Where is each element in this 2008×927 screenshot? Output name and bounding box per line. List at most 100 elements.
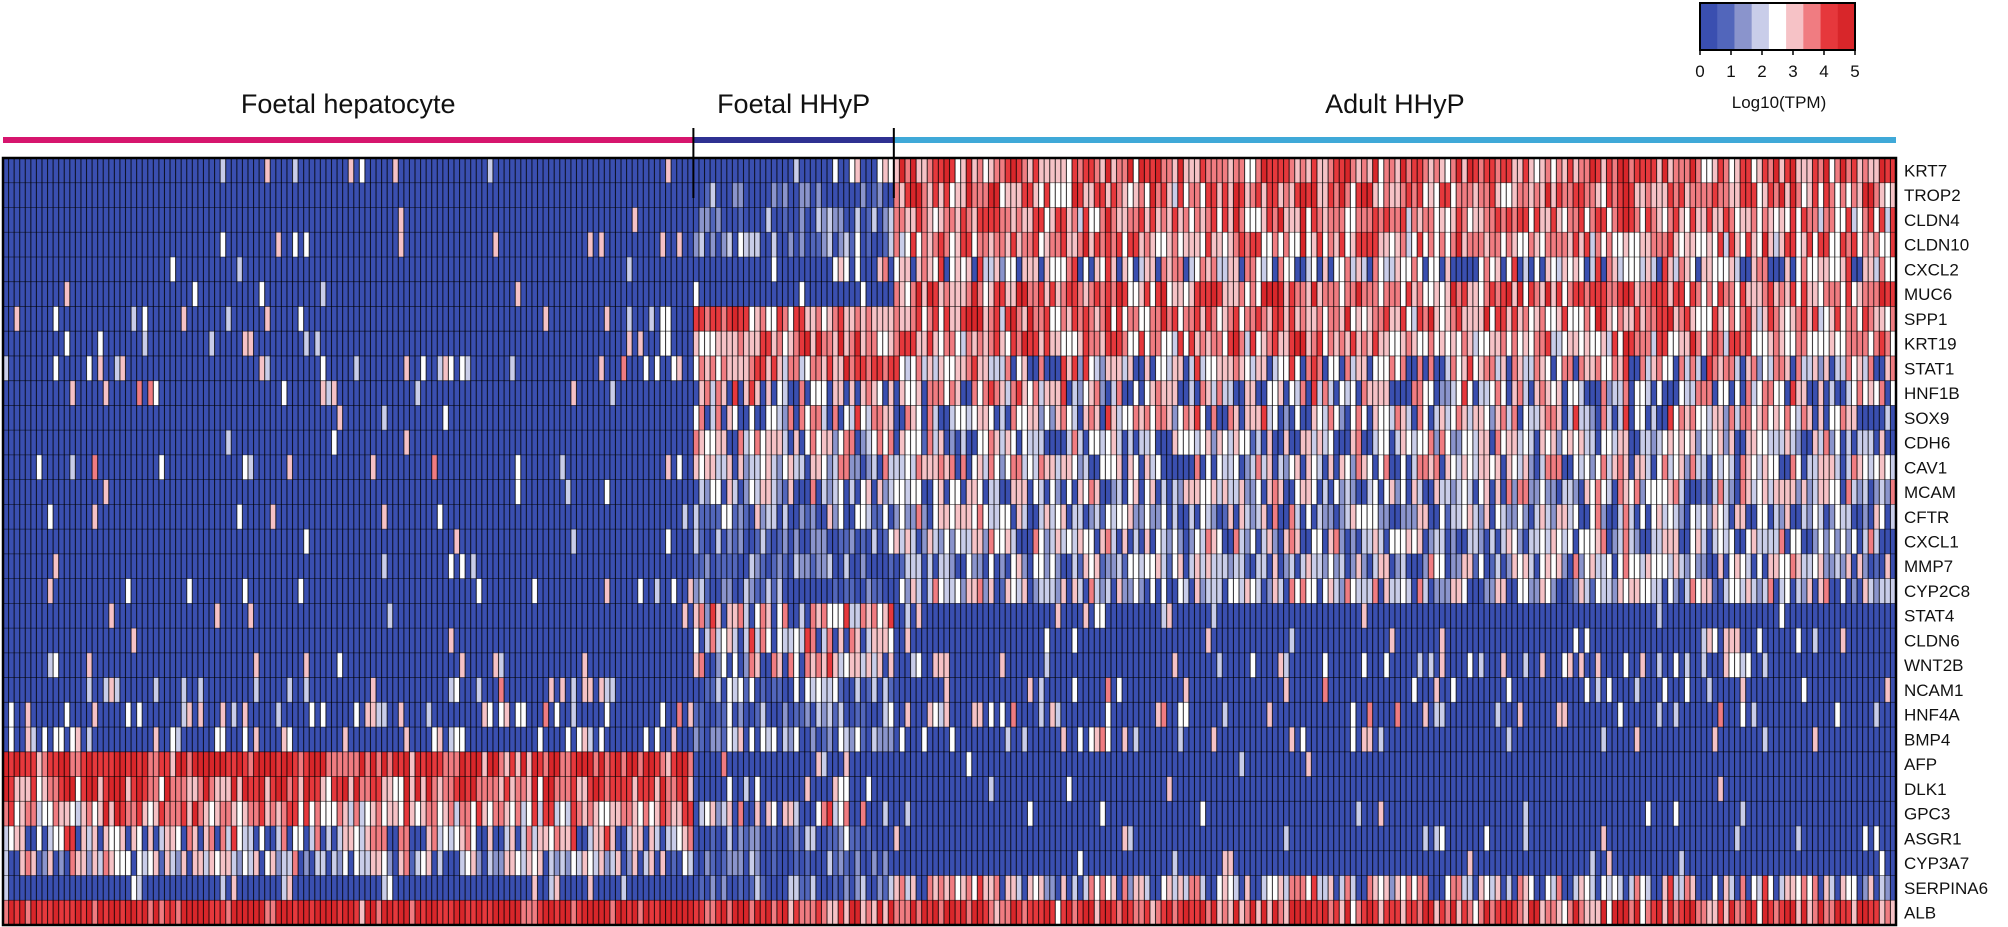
heatmap-cell xyxy=(721,232,728,258)
heatmap-cell xyxy=(348,380,355,406)
heatmap-cell xyxy=(131,727,138,753)
heatmap-cell xyxy=(197,405,204,431)
heatmap-cell xyxy=(403,207,410,233)
heatmap-cell xyxy=(749,900,756,926)
heatmap-cell xyxy=(632,578,639,604)
heatmap-cell xyxy=(776,826,783,852)
heatmap-cell xyxy=(554,801,561,827)
heatmap-cell xyxy=(854,405,861,431)
heatmap-cell xyxy=(865,454,872,481)
heatmap-cell xyxy=(687,529,694,555)
heatmap-cell xyxy=(19,306,26,332)
heatmap-cell xyxy=(860,677,867,703)
heatmap-cell xyxy=(420,875,427,901)
heatmap-cell xyxy=(281,677,288,703)
heatmap-cell xyxy=(53,430,60,456)
heatmap-cell xyxy=(721,430,728,456)
heatmap-cell xyxy=(665,504,672,530)
heatmap-cell xyxy=(765,207,772,233)
heatmap-cell xyxy=(131,182,138,208)
heatmap-cell xyxy=(292,702,299,728)
heatmap-cell xyxy=(36,529,43,555)
heatmap-cell xyxy=(710,727,717,753)
heatmap-cell xyxy=(331,751,338,777)
heatmap-cell xyxy=(420,801,427,827)
heatmap-cell xyxy=(259,652,266,678)
heatmap-cell xyxy=(810,158,817,184)
heatmap-cell xyxy=(331,702,338,728)
heatmap-cell xyxy=(487,479,494,505)
heatmap-cell xyxy=(119,628,126,654)
heatmap-cell xyxy=(403,158,410,184)
heatmap-cell xyxy=(659,702,666,728)
heatmap-cell xyxy=(231,801,238,827)
heatmap-cell xyxy=(671,529,678,555)
heatmap-cell xyxy=(398,578,405,604)
heatmap-cell xyxy=(621,207,627,233)
heatmap-cell xyxy=(426,875,433,901)
heatmap-cell xyxy=(865,727,872,753)
heatmap-cell xyxy=(69,826,76,852)
heatmap-cell xyxy=(325,628,332,654)
heatmap-cell xyxy=(220,727,227,753)
heatmap-cell xyxy=(582,553,589,580)
heatmap-cell xyxy=(331,603,338,629)
heatmap-cell xyxy=(175,776,182,802)
heatmap-cell xyxy=(487,380,494,406)
heatmap-cell xyxy=(888,504,895,530)
heatmap-cell xyxy=(364,529,371,555)
heatmap-cell xyxy=(192,182,199,208)
heatmap-cell xyxy=(403,652,410,678)
heatmap-cell xyxy=(353,207,360,233)
heatmap-cell xyxy=(498,628,505,654)
heatmap-cell xyxy=(470,529,477,555)
heatmap-cell xyxy=(170,405,176,431)
heatmap-cell xyxy=(520,628,527,654)
heatmap-cell xyxy=(615,850,622,876)
heatmap-cell xyxy=(771,355,778,382)
heatmap-cell xyxy=(459,850,466,876)
heatmap-cell xyxy=(693,256,700,283)
heatmap-cell xyxy=(420,182,427,208)
heatmap-cell xyxy=(531,578,538,604)
heatmap-cell xyxy=(3,801,9,827)
heatmap-cell xyxy=(582,727,589,753)
heatmap-cell xyxy=(765,801,772,827)
heatmap-cell xyxy=(481,875,488,901)
heatmap-cell xyxy=(492,603,499,629)
heatmap-cell xyxy=(515,479,522,505)
heatmap-cell xyxy=(476,578,483,604)
heatmap-cell xyxy=(298,232,305,258)
heatmap-cell xyxy=(403,603,410,629)
heatmap-cell xyxy=(860,281,867,307)
heatmap-cell xyxy=(788,875,795,901)
heatmap-cell xyxy=(721,875,728,901)
heatmap-cell xyxy=(220,281,227,307)
heatmap-cell xyxy=(598,430,605,456)
heatmap-cell xyxy=(888,182,895,208)
heatmap-cell xyxy=(687,553,694,580)
heatmap-cell xyxy=(231,603,238,629)
heatmap-cell xyxy=(25,529,32,555)
heatmap-cell xyxy=(364,801,371,827)
heatmap-cell xyxy=(531,281,538,307)
heatmap-cell xyxy=(632,776,639,802)
heatmap-cell xyxy=(504,182,511,208)
heatmap-cell xyxy=(749,232,756,258)
heatmap-cell xyxy=(481,677,488,703)
heatmap-cell xyxy=(693,850,700,876)
heatmap-cell xyxy=(114,801,121,827)
heatmap-cell xyxy=(459,776,466,802)
heatmap-cell xyxy=(415,182,421,208)
heatmap-cell xyxy=(509,207,516,233)
heatmap-cell xyxy=(298,727,305,753)
heatmap-cell xyxy=(225,826,232,852)
heatmap-cell xyxy=(821,380,828,406)
heatmap-cell xyxy=(181,578,188,604)
heatmap-cell xyxy=(698,801,705,827)
heatmap-cell xyxy=(515,628,522,654)
heatmap-cell xyxy=(715,900,722,926)
heatmap-cell xyxy=(492,207,499,233)
heatmap-cell xyxy=(426,850,433,876)
heatmap-cell xyxy=(186,850,193,876)
